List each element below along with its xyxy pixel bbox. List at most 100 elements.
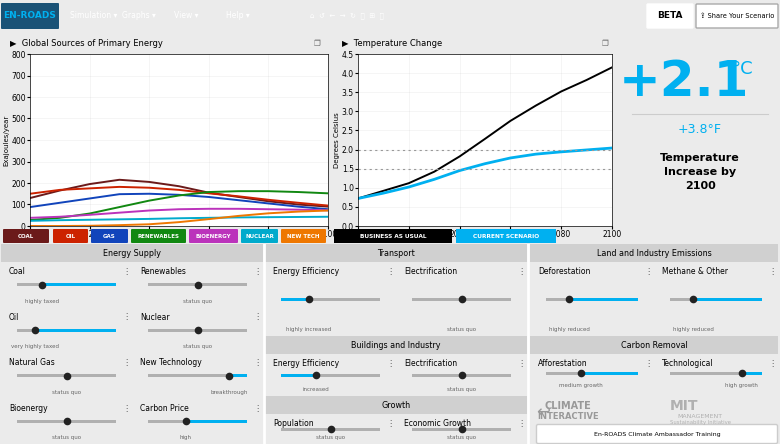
Text: ⋮: ⋮	[122, 313, 130, 321]
Text: Nuclear: Nuclear	[140, 313, 169, 321]
Text: ⌂  ↺  ←  →  ↻  ⤢  ⊞  ⓘ: ⌂ ↺ ← → ↻ ⤢ ⊞ ⓘ	[310, 13, 384, 19]
Bar	[670, 372, 762, 374]
Text: ⋮: ⋮	[644, 359, 652, 368]
Text: ▶  Temperature Change: ▶ Temperature Change	[342, 40, 442, 48]
Text: highly increased: highly increased	[286, 327, 332, 332]
Text: highly reduced: highly reduced	[672, 327, 714, 332]
Bar	[42, 283, 116, 286]
Text: Bioenergy: Bioenergy	[9, 404, 48, 412]
Text: Graphs ▾: Graphs ▾	[122, 12, 156, 20]
Text: BUSINESS AS USUAL: BUSINESS AS USUAL	[360, 234, 426, 238]
Text: Growth: Growth	[381, 400, 410, 409]
Text: COAL: COAL	[18, 234, 34, 238]
Text: Renewables: Renewables	[140, 267, 186, 276]
Text: Afforestation: Afforestation	[538, 359, 587, 368]
Text: Carbon Removal: Carbon Removal	[621, 341, 687, 349]
Text: status quo: status quo	[183, 344, 212, 349]
Text: Population: Population	[273, 419, 314, 428]
Text: Energy Supply: Energy Supply	[103, 249, 161, 258]
Text: ⋮: ⋮	[768, 267, 776, 276]
Bar	[265, 336, 527, 354]
Text: status quo: status quo	[447, 327, 476, 332]
Text: ▶  Global Sources of Primary Energy: ▶ Global Sources of Primary Energy	[10, 40, 163, 48]
Text: +3.8°F: +3.8°F	[678, 123, 722, 135]
Text: RENEWABLES: RENEWABLES	[137, 234, 179, 238]
Text: ⋮: ⋮	[386, 267, 394, 276]
Bar	[530, 336, 778, 354]
Text: status quo: status quo	[52, 389, 81, 395]
Text: GAS: GAS	[103, 234, 116, 238]
Text: ⋮: ⋮	[122, 358, 130, 367]
FancyBboxPatch shape	[1, 3, 59, 29]
Bar	[265, 396, 527, 414]
Bar	[17, 283, 116, 286]
Text: Deforestation: Deforestation	[538, 267, 590, 276]
Bar	[546, 372, 638, 374]
FancyBboxPatch shape	[281, 229, 326, 243]
Bar	[281, 297, 380, 301]
Bar	[281, 297, 309, 301]
Text: En-ROADS Climate Ambassador Training: En-ROADS Climate Ambassador Training	[594, 432, 720, 436]
Bar	[148, 283, 247, 286]
Text: Oil: Oil	[9, 313, 20, 321]
Text: INTERACTIVE: INTERACTIVE	[537, 412, 599, 420]
FancyBboxPatch shape	[131, 229, 186, 243]
Text: ⋮: ⋮	[253, 267, 261, 276]
Text: Electrification: Electrification	[404, 359, 457, 368]
Text: Electrification: Electrification	[404, 267, 457, 276]
Bar	[412, 297, 511, 301]
Text: NUCLEAR: NUCLEAR	[245, 234, 274, 238]
Text: medium growth: medium growth	[559, 383, 603, 388]
Text: Economic Growth: Economic Growth	[404, 419, 471, 428]
Text: Help ▾: Help ▾	[226, 12, 250, 20]
Bar	[17, 374, 116, 377]
Y-axis label: Degrees Celsius: Degrees Celsius	[335, 112, 340, 168]
Text: ❐: ❐	[601, 40, 608, 48]
Text: Technological: Technological	[662, 359, 714, 368]
Bar	[35, 329, 116, 332]
Text: °C: °C	[731, 60, 753, 78]
Bar	[17, 329, 116, 332]
Text: ⇪ Share Your Scenario: ⇪ Share Your Scenario	[700, 13, 775, 19]
Bar	[281, 428, 380, 431]
Y-axis label: Exajoules/year: Exajoules/year	[4, 115, 10, 166]
Text: ⋮: ⋮	[517, 419, 525, 428]
Bar	[281, 373, 380, 377]
Bar	[148, 329, 247, 332]
Text: Buildings and Industry: Buildings and Industry	[351, 341, 441, 349]
Bar	[670, 297, 762, 301]
Bar	[530, 244, 778, 262]
Text: Methane & Other: Methane & Other	[662, 267, 728, 276]
Text: status quo: status quo	[447, 435, 476, 440]
Bar	[281, 373, 316, 377]
Text: NEW TECH: NEW TECH	[287, 234, 320, 238]
Text: highly taxed: highly taxed	[25, 298, 58, 304]
Bar	[17, 420, 116, 423]
Text: EN-ROADS: EN-ROADS	[4, 12, 56, 20]
Text: ⋮: ⋮	[517, 359, 525, 368]
Text: Energy Efficiency: Energy Efficiency	[273, 267, 339, 276]
Bar	[693, 297, 762, 301]
Text: +2.1: +2.1	[619, 58, 750, 106]
Text: ⋮: ⋮	[122, 404, 130, 412]
Bar	[569, 297, 638, 301]
Bar	[742, 372, 762, 374]
Text: Land and Industry Emissions: Land and Industry Emissions	[597, 249, 711, 258]
Text: Coal: Coal	[9, 267, 26, 276]
FancyBboxPatch shape	[696, 4, 778, 28]
Bar	[412, 428, 511, 431]
Text: ⋮: ⋮	[386, 359, 394, 368]
Text: MIT: MIT	[670, 399, 698, 413]
Text: ⋮: ⋮	[253, 358, 261, 367]
Text: increased: increased	[303, 387, 329, 392]
Bar	[229, 374, 247, 377]
FancyBboxPatch shape	[241, 229, 278, 243]
Text: ❐: ❐	[313, 40, 320, 48]
Text: Simulation ▾: Simulation ▾	[70, 12, 117, 20]
Text: ⋮: ⋮	[122, 267, 130, 276]
Text: high: high	[179, 435, 192, 440]
Text: highly reduced: highly reduced	[548, 327, 590, 332]
Bar	[581, 372, 638, 374]
Text: ⋮: ⋮	[253, 404, 261, 412]
Text: BIOENERGY: BIOENERGY	[196, 234, 232, 238]
